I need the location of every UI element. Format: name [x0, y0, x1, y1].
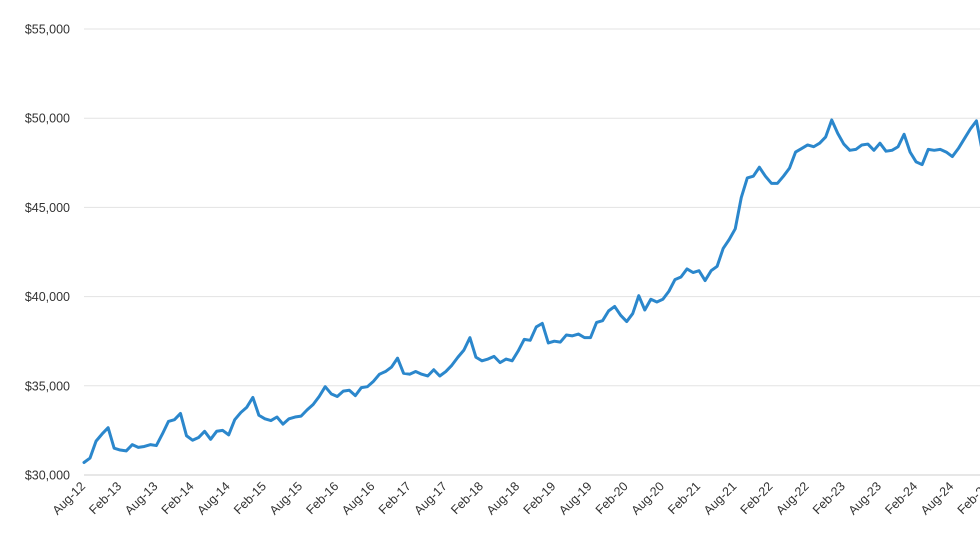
x-tick-label: Feb-24	[882, 479, 920, 517]
x-tick-label: Feb-16	[303, 479, 341, 517]
x-tick-label: Feb-20	[593, 479, 631, 517]
x-tick-label: Aug-16	[339, 479, 377, 517]
series-layer	[82, 118, 980, 465]
x-tick-label: Aug-24	[918, 479, 956, 517]
y-tick-label: $30,000	[25, 469, 70, 483]
y-tick-label: $40,000	[25, 290, 70, 304]
x-tick-label: Aug-22	[773, 479, 811, 517]
gridlines	[84, 28, 980, 476]
x-tick-label: Aug-15	[267, 479, 305, 517]
y-tick-label: $55,000	[25, 23, 70, 37]
series-line	[82, 118, 980, 465]
x-tick-label: Aug-20	[629, 479, 667, 517]
x-axis-ticks: Aug-12Feb-13Aug-13Feb-14Aug-14Feb-15Aug-…	[50, 479, 980, 517]
x-tick-label: Feb-23	[810, 479, 848, 517]
x-tick-label: Aug-17	[412, 479, 450, 517]
x-tick-label: Feb-22	[738, 479, 776, 517]
x-tick-label: Feb-14	[159, 479, 197, 517]
x-tick-label: Feb-19	[521, 479, 559, 517]
x-tick-label: Aug-21	[701, 479, 739, 517]
x-tick-label: Aug-12	[50, 479, 88, 517]
y-tick-label: $45,000	[25, 201, 70, 215]
x-tick-label: Feb-17	[376, 479, 414, 517]
y-tick-label: $50,000	[25, 112, 70, 126]
x-tick-label: Feb-15	[231, 479, 269, 517]
x-tick-label: Feb-13	[86, 479, 124, 517]
x-tick-label: Feb-21	[665, 479, 703, 517]
x-tick-label: Feb-25	[955, 479, 980, 517]
x-tick-label: Aug-13	[122, 479, 160, 517]
x-tick-label: Aug-14	[194, 479, 232, 517]
x-tick-label: Feb-18	[448, 479, 486, 517]
y-axis-ticks: $30,000 $35,000 $40,000 $45,000 $50,000 $55,0…	[25, 23, 70, 483]
y-tick-label: $35,000	[25, 379, 70, 393]
x-tick-label: Aug-19	[556, 479, 594, 517]
x-tick-label: Aug-18	[484, 479, 522, 517]
x-tick-label: Aug-23	[846, 479, 884, 517]
